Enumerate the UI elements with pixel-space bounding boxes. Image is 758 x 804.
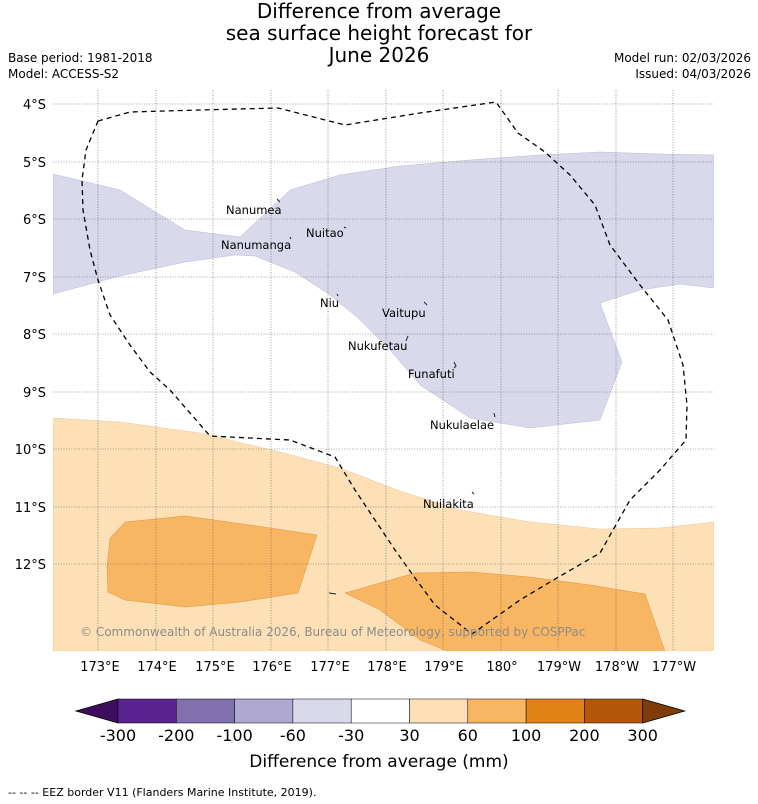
lon-label: 173°E [80,660,120,675]
colorbar-segment [176,698,235,724]
copyright-notice: © Commonwealth of Australia 2026, Bureau… [80,625,585,639]
island-nanumea [276,198,281,203]
eez-legend-note: -- -- -- EEZ border V11 (Flanders Marine… [8,786,317,799]
island-niu [336,293,339,297]
colorbar-segment [350,698,410,724]
latitude-labels: 4°S 5°S 6°S 7°S 8°S 9°S 10°S 11°S 12°S [15,98,46,573]
longitude-labels: 173°E 174°E 175°E 176°E 177°E 178°E 179°… [80,660,696,675]
place-label: Niu [320,296,339,310]
place-label: Nukufetau [348,339,407,353]
lat-label: 8°S [23,328,46,343]
place-label: Nuitao [306,226,344,240]
colorbar-tick-label: 100 [511,726,542,745]
colorbar-tick-label: -60 [280,726,306,745]
lat-label: 6°S [23,213,46,228]
colorbar-segment [234,698,294,724]
island-funafuti [453,361,457,369]
colorbar-tick-label: 30 [399,726,419,745]
place-label: Funafuti [408,367,455,381]
place-label: Nanumea [226,203,282,217]
island-nanumanga [289,236,292,240]
eez-border [81,101,688,635]
colorbar-tick-label: -100 [216,726,252,745]
lon-label: 178°E [367,660,407,675]
island-nuilakita [471,491,475,495]
colorbar-segment [292,698,352,724]
lon-label: 174°E [137,660,177,675]
lon-label: 180° [486,660,517,675]
lat-label: 12°S [15,558,46,573]
colorbar-segment [117,698,177,724]
meta-left: Base period: 1981-2018 Model: ACCESS-S2 [8,50,153,82]
place-label: Nuilakita [423,497,474,511]
island-nukulaelae [493,412,496,418]
title-line-2: sea surface height forecast for [225,21,533,45]
lat-label: 5°S [23,156,46,171]
lat-label: 4°S [23,98,46,113]
island-vaitupu [423,301,428,306]
lon-label: 177°W [652,660,696,675]
lat-gridlines [53,103,714,565]
lat-label: 7°S [23,271,46,286]
island-nukufetau [405,335,409,342]
colorbar-segment [525,698,585,724]
anomaly-region-negative [53,151,714,429]
colorbar: -300 -200 -100 -60 -30 30 60 100 200 300 [74,698,687,745]
colorbar-tick-label: -200 [158,726,194,745]
place-labels: Nanumea Nuitao Nanumanga Niu Vaitupu Nuk… [221,203,494,511]
colorbar-extend-low [74,698,119,724]
meta-right: Model run: 02/03/2026 Issued: 04/03/2026 [614,50,751,82]
map-area: Nanumea Nuitao Nanumanga Niu Vaitupu Nuk… [53,90,714,651]
lon-label: 175°E [195,660,235,675]
colorbar-tick-label: 300 [627,726,658,745]
island-nuitao [343,226,347,229]
lon-label: 177°E [310,660,350,675]
model-name: Model: ACCESS-S2 [8,67,120,81]
base-period: Base period: 1981-2018 [8,51,153,65]
lat-label: 9°S [23,386,46,401]
colorbar-tick-label: 200 [569,726,600,745]
islands [276,198,496,595]
chart-title: Difference from average sea surface heig… [0,0,758,66]
place-label: Nukulaelae [430,418,494,432]
model-run: Model run: 02/03/2026 [613,51,751,65]
colorbar-title: Difference from average (mm) [249,752,508,772]
colorbar-segment [467,698,527,724]
colorbar-tick-label: -30 [338,726,364,745]
colorbar-extend-high [642,698,687,724]
colorbar-segment [409,698,469,724]
lat-label: 11°S [15,501,46,516]
lon-label: 179°E [424,660,464,675]
lon-label: 179°W [537,660,581,675]
anomaly-region-positive-medium-west [106,515,318,608]
island-south-reef [328,592,337,595]
place-label: Nanumanga [221,238,291,252]
place-label: Vaitupu [382,306,426,320]
title-line-1: Difference from average [256,0,502,23]
colorbar-segment [584,698,643,724]
issued-date: Issued: 04/03/2026 [635,67,751,81]
colorbar-tick-label: 60 [458,726,478,745]
lon-label: 178°W [595,660,639,675]
title-line-3: June 2026 [328,43,430,67]
lat-label: 10°S [15,443,46,458]
colorbar-tick-label: -300 [100,726,136,745]
lon-label: 176°E [252,660,292,675]
